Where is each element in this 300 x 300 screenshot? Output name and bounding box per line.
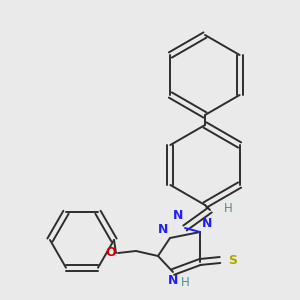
Text: N: N: [158, 223, 168, 236]
Text: N: N: [172, 209, 183, 222]
Text: N: N: [202, 217, 212, 230]
Text: H: H: [181, 276, 190, 289]
Text: H: H: [224, 202, 233, 214]
Text: O: O: [105, 247, 116, 260]
Text: N: N: [168, 274, 178, 287]
Text: S: S: [228, 254, 237, 266]
